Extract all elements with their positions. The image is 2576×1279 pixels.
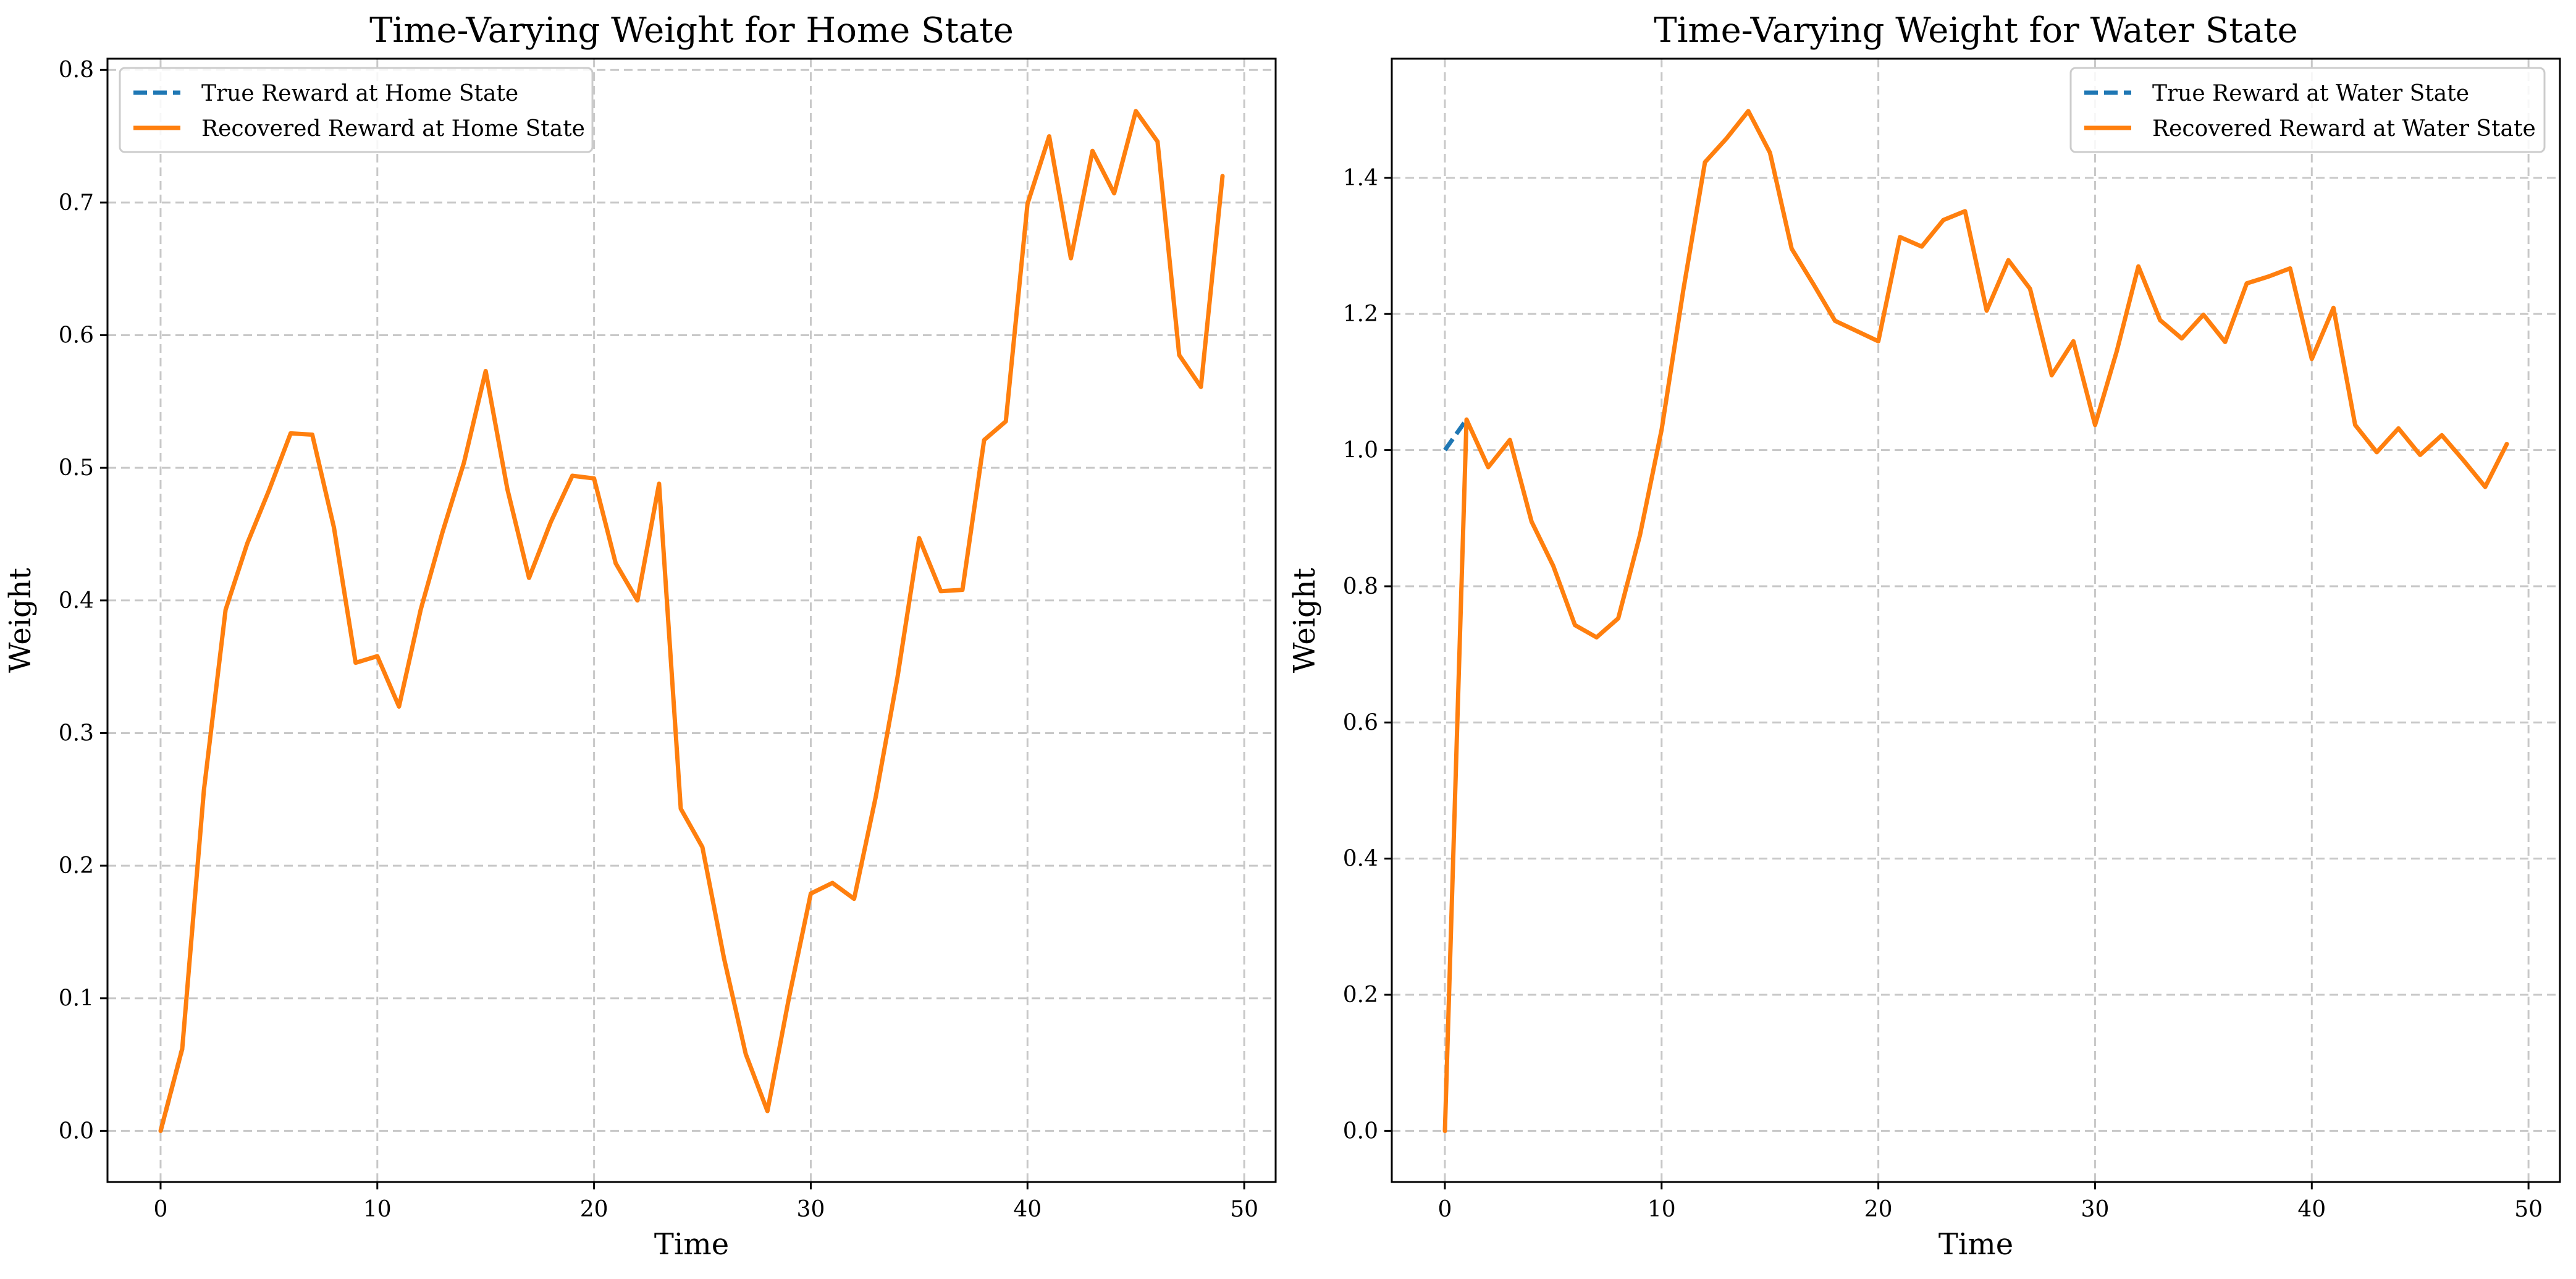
water-y-tick-label: 0.8 xyxy=(1343,574,1378,599)
water-y-axis-label: Weight xyxy=(1287,568,1322,673)
home-x-tick-label: 30 xyxy=(797,1197,825,1222)
water-y-tick-label: 0.6 xyxy=(1343,710,1378,735)
water-y-tick-label: 0.2 xyxy=(1343,982,1378,1008)
home-legend-true-label: True Reward at Home State xyxy=(201,81,518,106)
water-x-tick-label: 20 xyxy=(1864,1197,1893,1222)
water-x-tick-label: 0 xyxy=(1438,1197,1452,1222)
water-legend-box xyxy=(2069,67,2546,153)
home-x-axis-label: Time xyxy=(654,1227,729,1262)
home-x-tick-label: 10 xyxy=(363,1197,392,1222)
home-x-tick-label: 0 xyxy=(154,1197,168,1222)
water-y-tick-label: 0.0 xyxy=(1343,1118,1378,1144)
water-x-tick-label: 10 xyxy=(1648,1197,1676,1222)
home-y-axis-label: Weight xyxy=(3,568,38,673)
water-y-tick-label: 1.4 xyxy=(1343,166,1378,191)
water-y-tick-label: 0.4 xyxy=(1343,846,1378,872)
home-plot-frame xyxy=(106,57,1277,1183)
home-chart-title: Time-Varying Weight for Home State xyxy=(369,11,1014,51)
home-y-tick-label: 0.5 xyxy=(59,455,94,481)
water-y-tick-label: 1.2 xyxy=(1343,302,1378,327)
home-recovered-reward-line xyxy=(158,109,1225,1133)
home-x-tick-label: 40 xyxy=(1013,1197,1042,1222)
home-legend-recovered-label: Recovered Reward at Home State xyxy=(201,116,585,141)
water-true-reward-line xyxy=(1443,418,1468,452)
water-chart-title: Time-Varying Weight for Water State xyxy=(1654,11,2298,51)
water-x-tick-label: 40 xyxy=(2297,1197,2326,1222)
home-state-panel: 0 10 20 30 40 50 0.0 0.1 0.2 0.3 0.4 0.5 0.6 0.7 0.8 Ti… xyxy=(3,11,1277,1262)
water-plot-frame xyxy=(1391,57,2561,1183)
home-y-tick-label: 0.4 xyxy=(59,588,94,614)
home-y-tick-label: 0.0 xyxy=(59,1118,94,1144)
home-y-tick-label: 0.8 xyxy=(59,57,94,83)
water-x-tick-label: 30 xyxy=(2081,1197,2110,1222)
home-x-tick-label: 50 xyxy=(1230,1197,1258,1222)
home-y-tick-label: 0.7 xyxy=(59,190,94,216)
home-x-tick-label: 20 xyxy=(580,1197,608,1222)
home-y-tick-label: 0.1 xyxy=(59,986,94,1011)
water-legend-true-label: True Reward at Water State xyxy=(2152,81,2469,106)
water-x-axis-label: Time xyxy=(1938,1227,2013,1262)
water-x-tick-label: 50 xyxy=(2514,1197,2543,1222)
home-legend-box xyxy=(119,67,594,153)
water-y-tick-label: 1.0 xyxy=(1343,438,1378,463)
water-recovered-reward-line xyxy=(1442,109,2509,1133)
home-y-tick-label: 0.6 xyxy=(59,323,94,348)
home-y-tick-label: 0.2 xyxy=(59,853,94,879)
home-y-tick-label: 0.3 xyxy=(59,720,94,746)
water-state-panel: 0 10 20 30 40 50 0.0 0.2 0.4 0.6 0.8 1.0 1.2 1.4 Time-… xyxy=(1287,11,2561,1262)
water-legend-recovered-label: Recovered Reward at Water State xyxy=(2152,116,2536,141)
